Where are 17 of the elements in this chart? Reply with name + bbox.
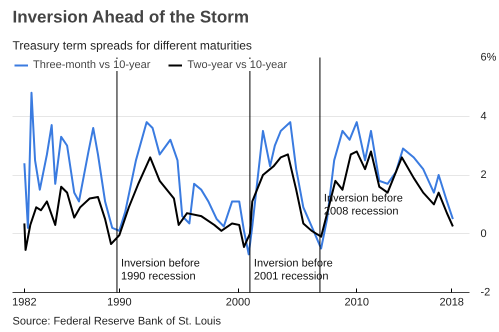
legend-label: Two-year vs 10-year <box>187 59 288 71</box>
y-tick-label: 0 <box>480 228 487 240</box>
legend-label: Three-month vs 10-year <box>33 59 150 71</box>
y-tick-label: -2 <box>480 286 490 298</box>
x-tick-label: 1990 <box>107 296 132 308</box>
source-note: Source: Federal Reserve Bank of St. Louis <box>12 316 222 328</box>
y-tick-label: 4 <box>480 110 487 122</box>
x-tick-label: 2000 <box>226 296 250 308</box>
x-tick-label: 1982 <box>12 296 37 308</box>
x-tick-label: 2018 <box>439 296 464 308</box>
chart-title: Inversion Ahead of the Storm <box>12 8 249 26</box>
y-tick-label: 2 <box>480 169 487 181</box>
line-series <box>23 92 454 256</box>
x-tick-label: 2010 <box>344 296 369 308</box>
y-tick-label: 6% <box>480 52 497 64</box>
chart-subtitle: Treasury term spreads for different maturities <box>12 38 252 52</box>
annotation: Inversion before 1990 recession <box>120 257 200 282</box>
